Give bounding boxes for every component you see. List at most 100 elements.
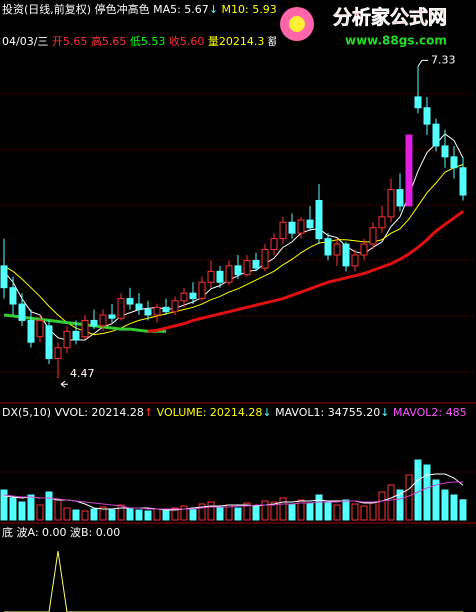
volume-bar — [270, 501, 278, 521]
volume-bar — [405, 474, 413, 521]
volume-bar — [360, 505, 368, 521]
logo-url: www.88gs.com — [345, 34, 447, 48]
candle-body — [297, 219, 305, 234]
candle-body — [171, 300, 179, 313]
candle-body — [243, 259, 251, 276]
candle-body — [189, 292, 197, 300]
header-item: ↑ — [144, 406, 153, 419]
panel-header: 投资(日线,前复权) 停色冲高色 MA5: 5.67↓ M10: 5.93 — [2, 2, 277, 16]
candle-body — [207, 270, 215, 283]
candle-body — [63, 330, 71, 349]
low-pointer — [60, 380, 68, 388]
header-item: VVOL: 20214.28 — [51, 406, 144, 419]
candle-body — [369, 227, 377, 245]
volume-bar — [216, 506, 224, 521]
candle-body — [153, 306, 161, 316]
candle-body — [108, 314, 116, 319]
candle-body — [72, 330, 80, 341]
volume-bar — [423, 464, 431, 521]
candle-body — [126, 298, 134, 305]
candle-body — [99, 314, 107, 327]
header-item: 收5.60 — [165, 34, 204, 48]
volume-bar — [108, 509, 116, 521]
volume-bar — [324, 501, 332, 521]
volume-bar — [99, 506, 107, 521]
volume-bar — [315, 494, 323, 521]
volume-bar — [234, 507, 242, 521]
volume-bar — [378, 491, 386, 521]
volume-ma-line — [3, 481, 463, 510]
panel-header: 04/03/三 开5.65 高5.65 低5.53 收5.60 量20214.3… — [2, 34, 279, 48]
candle-body — [315, 199, 323, 240]
header-item: 高5.65 — [87, 34, 126, 48]
logo: 分析家公式网 www.88gs.com — [276, 0, 476, 50]
volume-bar — [162, 509, 170, 521]
volume-bar — [0, 489, 8, 521]
volume-ma-line — [3, 473, 464, 511]
volume-bar — [450, 494, 458, 521]
header-item: MAVOL1: 34755.20 — [272, 406, 381, 419]
ma-line — [3, 133, 464, 341]
panel-header: 底 波A: 0.00 波B: 0.00 — [2, 525, 120, 539]
header-item: ↓ — [262, 406, 271, 419]
volume-bar — [243, 502, 251, 521]
low-label: 4.47 — [70, 367, 95, 380]
header-item: ↓ — [209, 3, 218, 16]
candle-body — [342, 243, 350, 267]
candle-body — [279, 221, 287, 240]
volume-bar — [153, 508, 161, 521]
candle-body — [414, 96, 422, 109]
volume-bar — [36, 504, 44, 521]
panel-header: DX(5,10) VVOL: 20214.28↑ VOLUME: 20214.2… — [2, 406, 467, 419]
candle-body — [117, 298, 125, 319]
candle-body — [423, 107, 431, 125]
volume-bar — [126, 507, 134, 521]
volume-bar — [54, 499, 62, 521]
candle-body — [351, 254, 359, 267]
volume-bar — [198, 503, 206, 521]
candle-body — [261, 249, 269, 269]
candle-body — [9, 287, 17, 305]
volume-bar — [261, 500, 269, 521]
candle-body — [216, 270, 224, 283]
header-item: 投资(日线,前复权) — [2, 2, 91, 16]
candle-body — [333, 243, 341, 256]
volume-bar — [432, 479, 440, 521]
volume-bar — [207, 501, 215, 521]
volume-bar — [306, 502, 314, 521]
candle-body — [54, 347, 62, 360]
header-item: 量20214.3 — [204, 35, 264, 48]
volume-bar — [72, 509, 80, 521]
candle-body — [270, 238, 278, 251]
candle-body — [450, 156, 458, 169]
header-item: ↓ — [380, 406, 389, 419]
volume-bar — [441, 489, 449, 521]
volume-bar — [180, 505, 188, 521]
header-item: MA5: 5.67 — [150, 3, 209, 16]
candle-body — [324, 238, 332, 256]
volume-bar — [333, 504, 341, 521]
header-item: M10: 5.93 — [218, 3, 277, 16]
volume-bar — [414, 459, 422, 521]
candle-body — [405, 134, 413, 207]
volume-bar — [81, 510, 89, 521]
volume-bar — [63, 507, 71, 521]
candle-body — [162, 306, 170, 313]
volume-bar — [459, 499, 467, 521]
high-pointer — [417, 59, 428, 67]
volume-bar — [288, 503, 296, 521]
header-item: 低5.53 — [126, 35, 165, 48]
candle-body — [252, 259, 260, 269]
candle-body — [387, 189, 395, 218]
candle-body — [306, 219, 314, 229]
volume-bar — [351, 503, 359, 521]
candle-body — [288, 221, 296, 234]
volume-bar — [9, 497, 17, 521]
candle-body — [81, 319, 89, 338]
candle-body — [198, 281, 206, 300]
candle-body — [180, 292, 188, 302]
volume-bar — [342, 499, 350, 521]
volume-bar — [117, 504, 125, 521]
candle-body — [432, 123, 440, 147]
